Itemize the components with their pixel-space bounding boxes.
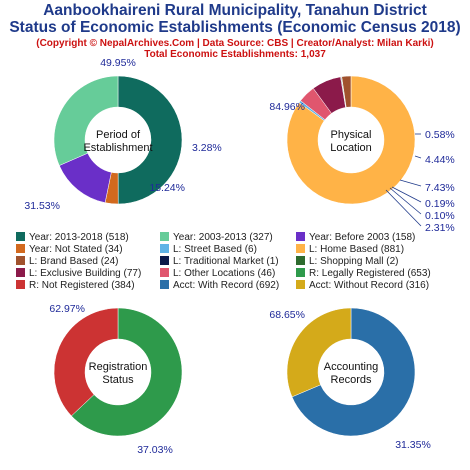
legend-label: L: Brand Based (24) <box>29 256 119 267</box>
donut-slice-r-not-registered <box>53 307 119 417</box>
legend-label: L: Street Based (6) <box>173 244 257 255</box>
legend-item: Year: Before 2003 (158) <box>296 232 415 244</box>
percent-label: 3.28% <box>192 142 222 154</box>
legend-label: L: Home Based (881) <box>309 244 405 255</box>
donut-center-label: Records <box>331 374 372 386</box>
legend-label: L: Traditional Market (1) <box>173 256 279 267</box>
donut-slice-year-2003-2013 <box>53 75 119 166</box>
legend-swatch <box>160 256 169 265</box>
legend-swatch <box>296 280 305 289</box>
legend-swatch <box>16 280 25 289</box>
percent-label: 2.31% <box>425 222 455 234</box>
donut-hole <box>318 107 384 173</box>
legend-label: Year: 2013-2018 (518) <box>29 232 129 243</box>
legend-item: L: Exclusive Building (77) <box>16 268 141 280</box>
legend-label: Acct: With Record (692) <box>173 280 280 291</box>
percent-label: 49.95% <box>100 57 136 69</box>
leader-line <box>414 155 422 159</box>
legend-swatch <box>296 244 305 253</box>
legend-swatch <box>16 232 25 241</box>
donut-center-label: Establishment <box>83 142 152 154</box>
percent-label: 15.24% <box>149 182 185 194</box>
legend-label: L: Exclusive Building (77) <box>29 268 142 279</box>
donut-center-label: Accounting <box>324 361 378 373</box>
percent-label: 31.53% <box>24 200 60 212</box>
donut-center-label: Location <box>330 142 372 154</box>
percent-label: 0.58% <box>425 129 455 141</box>
legend-swatch <box>296 232 305 241</box>
donut-slice-year-2013-2018 <box>117 75 183 205</box>
legend-item: Acct: With Record (692) <box>160 280 279 292</box>
legend-label: Acct: Without Record (316) <box>309 280 430 291</box>
leader-line <box>399 179 422 187</box>
legend-swatch <box>160 244 169 253</box>
donut-center-label: Status <box>102 374 134 386</box>
donut-center-label: Period of <box>96 129 141 141</box>
legend-item: L: Shopping Mall (2) <box>296 256 399 268</box>
legend-item: Year: 2003-2013 (327) <box>160 232 273 244</box>
donut-slice-r-legally-registered <box>71 307 183 437</box>
legend-item: Acct: Without Record (316) <box>296 280 429 292</box>
leader-line <box>385 189 422 227</box>
percent-label: 84.96% <box>269 101 305 113</box>
donut-center-label: Physical <box>331 129 372 141</box>
legend-label: R: Not Registered (384) <box>29 280 135 291</box>
legend-item: R: Not Registered (384) <box>16 280 135 292</box>
legend-item: L: Street Based (6) <box>160 244 257 256</box>
legend-item: L: Brand Based (24) <box>16 256 119 268</box>
copyright-note: (Copyright © NepalArchives.Com | Data So… <box>36 38 434 49</box>
legend-swatch <box>160 280 169 289</box>
legend-item: Year: Not Stated (34) <box>16 244 123 256</box>
donut-hole <box>85 107 151 173</box>
legend-label: L: Shopping Mall (2) <box>309 256 399 267</box>
legend-swatch <box>16 244 25 253</box>
chart-title-line-1: Aanbookhaireni Rural Municipality, Tanah… <box>43 2 427 19</box>
donut-hole <box>318 339 384 405</box>
donut-center-label: Registration <box>89 361 148 373</box>
donut-slice-acct-without-record <box>286 307 352 398</box>
total-establishments: Total Economic Establishments: 1,037 <box>144 49 326 60</box>
legend-swatch <box>296 268 305 277</box>
legend-item: Year: 2013-2018 (518) <box>16 232 129 244</box>
percent-label: 7.43% <box>425 182 455 194</box>
leader-line <box>389 187 422 215</box>
legend-label: L: Other Locations (46) <box>173 268 276 279</box>
percent-label: 0.19% <box>425 198 455 210</box>
donut-hole <box>85 339 151 405</box>
legend-item: L: Traditional Market (1) <box>160 256 279 268</box>
donut-slice-l-home-based <box>286 75 416 205</box>
chart-title-line-2: Status of Economic Establishments (Econo… <box>9 19 461 36</box>
leader-line <box>391 186 422 203</box>
percent-label: 37.03% <box>137 444 173 456</box>
percent-label: 0.10% <box>425 210 455 222</box>
percent-label: 62.97% <box>49 303 85 315</box>
percent-label: 68.65% <box>269 309 305 321</box>
legend-swatch <box>160 232 169 241</box>
donut-slice-l-brand-based <box>341 75 352 108</box>
donut-slice-acct-with-record <box>291 307 416 437</box>
legend-item: R: Legally Registered (653) <box>296 268 431 280</box>
legend-swatch <box>16 268 25 277</box>
legend-label: Year: Before 2003 (158) <box>309 232 416 243</box>
legend-item: L: Other Locations (46) <box>160 268 275 280</box>
legend-label: Year: Not Stated (34) <box>29 244 123 255</box>
legend-swatch <box>160 268 169 277</box>
legend-label: R: Legally Registered (653) <box>309 268 431 279</box>
legend-label: Year: 2003-2013 (327) <box>173 232 273 243</box>
legend-swatch <box>296 256 305 265</box>
legend-swatch <box>16 256 25 265</box>
percent-label: 31.35% <box>395 439 431 451</box>
percent-label: 4.44% <box>425 154 455 166</box>
legend-item: L: Home Based (881) <box>296 244 404 256</box>
